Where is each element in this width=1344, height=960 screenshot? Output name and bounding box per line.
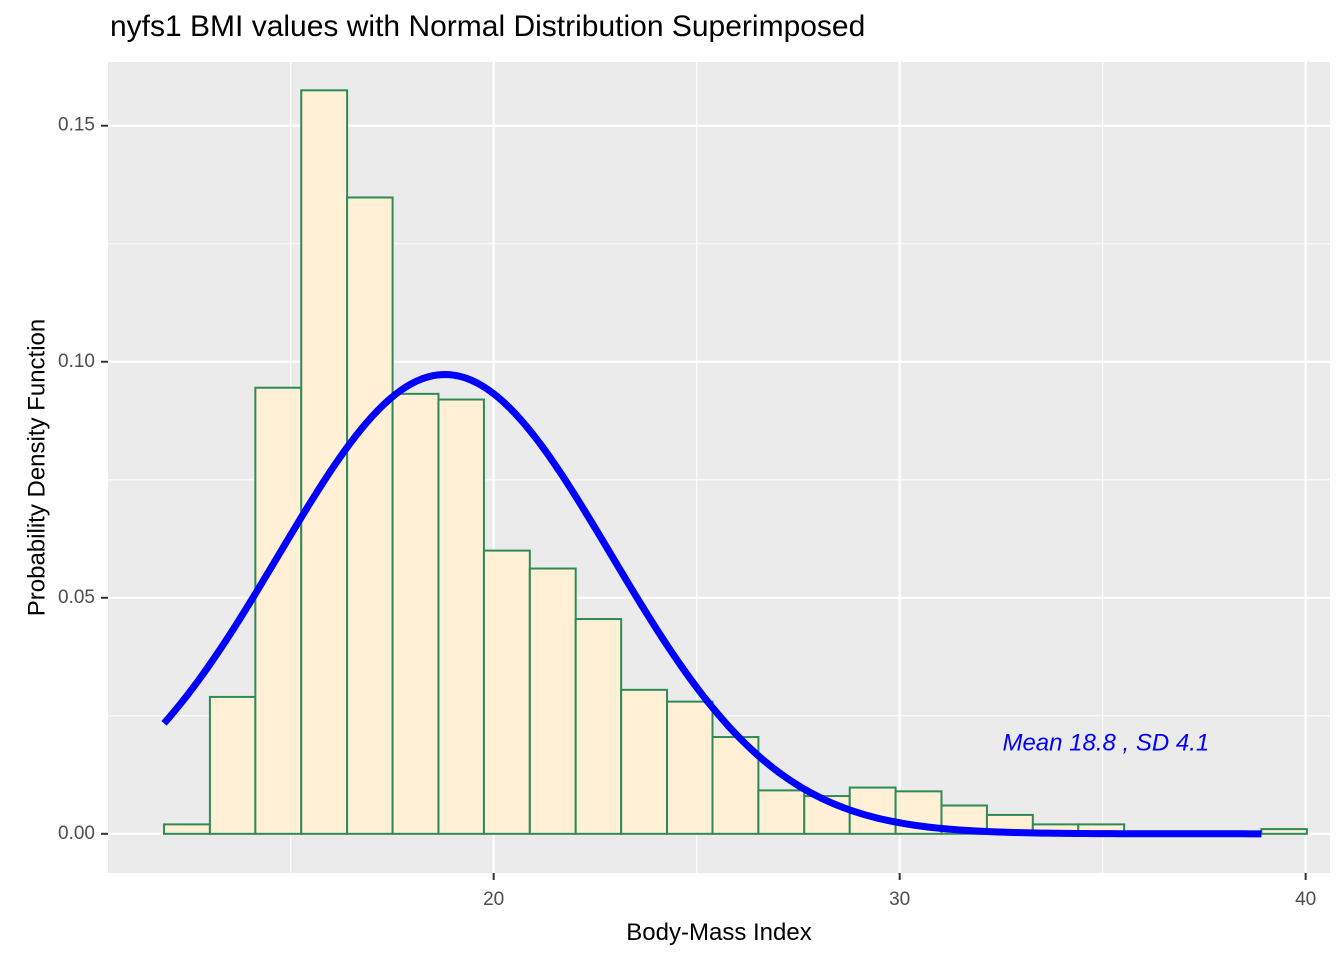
y-axis-title: Probability Density Function — [23, 319, 50, 616]
y-tick-label: 0.10 — [58, 351, 95, 372]
y-tick-label: 0.00 — [58, 823, 95, 844]
y-tick-label: 0.15 — [58, 115, 95, 136]
y-tick-labels: 0.00 0.05 0.10 0.15 — [58, 115, 95, 844]
x-tick-labels: 20 30 40 — [483, 889, 1316, 910]
histogram-bar — [666, 700, 714, 835]
x-axis-title: Body-Mass Index — [626, 919, 811, 946]
x-tick-label: 20 — [483, 889, 504, 910]
histogram-bar — [528, 567, 577, 835]
histogram-bar — [1260, 828, 1308, 835]
x-tick-label: 40 — [1295, 889, 1316, 910]
mean-sd-annotation: Mean 18.8 , SD 4.1 — [1002, 729, 1209, 756]
axis-ticks — [101, 124, 1307, 880]
histogram-bar — [254, 386, 303, 835]
histogram-bar — [620, 688, 669, 835]
histogram-bar — [163, 823, 211, 835]
normal-curve — [161, 371, 1262, 838]
chart-title: nyfs1 BMI values with Normal Distributio… — [110, 10, 866, 43]
histogram-bar — [711, 736, 760, 835]
histogram-bar — [757, 789, 806, 835]
histogram-bar — [208, 695, 257, 835]
histogram-bar — [391, 392, 440, 835]
histogram-bar — [346, 196, 394, 835]
histogram-bar — [300, 89, 349, 835]
histogram-bar — [482, 549, 531, 835]
y-tick-label: 0.05 — [58, 587, 95, 608]
histogram-bars — [163, 89, 1308, 835]
histogram-bar — [574, 618, 623, 835]
histogram-bar — [437, 398, 485, 835]
x-tick-label: 30 — [889, 889, 910, 910]
